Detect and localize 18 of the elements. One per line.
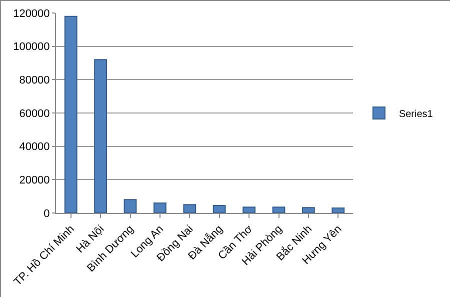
y-tick-label: 40000: [19, 141, 50, 154]
bar: [242, 206, 256, 213]
y-tick-label: 20000: [19, 174, 50, 187]
y-tick-label: 60000: [19, 108, 50, 120]
bar: [212, 205, 226, 213]
bar: [272, 206, 286, 213]
legend-label: Series1: [398, 108, 434, 120]
bar: [94, 59, 107, 213]
y-tick-label: 80000: [19, 74, 50, 87]
bar: [124, 199, 137, 213]
y-tick-label: 0: [44, 208, 50, 220]
y-tick-label: 120000: [13, 8, 50, 20]
bar: [154, 202, 166, 213]
bar: [302, 207, 315, 213]
bar: [183, 204, 196, 213]
bar: [332, 208, 345, 213]
bar: [64, 16, 78, 213]
y-tick-label: 100000: [13, 41, 50, 54]
